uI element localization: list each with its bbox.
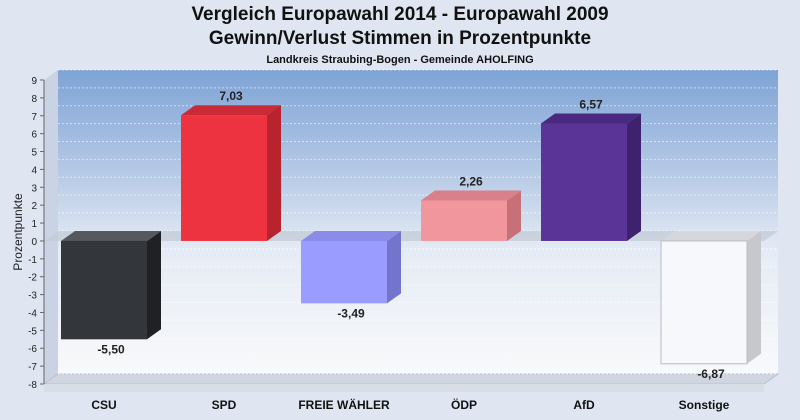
bar-side: [627, 113, 641, 241]
y-tick-label: 0: [31, 237, 37, 248]
y-tick-label: 6: [31, 130, 37, 141]
chart-caption: Landkreis Straubing-Bogen - Gemeinde AHO…: [266, 54, 534, 66]
bar: [660, 240, 748, 365]
plot-floor: [42, 373, 780, 385]
data-label: 2,26: [459, 175, 483, 189]
y-tick-label: 3: [31, 183, 37, 194]
y-axis-label: Prozentpunkte: [11, 193, 25, 271]
bar-top: [301, 230, 401, 241]
x-tick-label: CSU: [91, 398, 116, 412]
x-tick-label: ÖDP: [451, 397, 477, 412]
bar: [421, 200, 507, 241]
bar-side: [387, 230, 401, 304]
bars: [61, 105, 761, 365]
x-tick-label: AfD: [573, 398, 595, 412]
bar-top: [661, 230, 761, 241]
bar-top: [61, 230, 161, 241]
bar-top: [541, 113, 641, 124]
y-tick-label: -7: [28, 362, 37, 373]
y-tick-label: 7: [31, 112, 37, 123]
plot-side-wall: [44, 70, 58, 384]
bar-top: [181, 105, 281, 116]
chart-title: Vergleich Europawahl 2014 - Europawahl 2…: [191, 4, 609, 25]
y-tick-label: -4: [28, 308, 37, 319]
y-tick-label: -8: [28, 380, 37, 391]
chart-subtitle: Gewinn/Verlust Stimmen in Prozentpunkte: [208, 28, 592, 49]
bar: [301, 240, 387, 304]
y-tick-label: -5: [28, 326, 37, 337]
y-tick-label: -3: [28, 291, 37, 302]
data-label: -6,87: [697, 367, 725, 381]
y-tick-label: 9: [31, 76, 37, 87]
y-tick-label: -6: [28, 344, 37, 355]
y-tick-label: 1: [31, 219, 37, 230]
bar-top: [421, 190, 521, 201]
x-axis: CSU SPD FREIE WÄHLER ÖDP AfD Sonstige: [91, 397, 729, 412]
plot-area: [42, 69, 780, 392]
data-label: -3,49: [337, 306, 365, 320]
plot-background: [58, 70, 778, 374]
data-label: 6,57: [579, 97, 603, 111]
data-label: -5,50: [97, 342, 125, 356]
y-tick-label: -1: [28, 255, 37, 266]
x-tick-label: FREIE WÄHLER: [298, 397, 390, 412]
y-tick-label: -2: [28, 273, 37, 284]
x-tick-label: SPD: [212, 398, 237, 412]
bar-side: [507, 190, 521, 241]
bar-side: [147, 230, 161, 340]
bar: [61, 240, 147, 340]
plot-floor-edge: [44, 384, 764, 392]
bar-side: [747, 230, 761, 364]
y-tick-label: 4: [31, 165, 37, 176]
y-tick-label: 8: [31, 94, 37, 105]
data-labels: -5,50 7,03 -3,49 2,26 6,57 -6,87: [97, 89, 725, 381]
y-tick-label: 2: [31, 201, 37, 212]
data-label: 7,03: [219, 89, 243, 103]
bar-side: [267, 105, 281, 241]
y-tick-label: 5: [31, 148, 37, 159]
y-axis: 9 8 7 6 5 4 3 2 1 0 -1 -2 -3 -4 -5 -6 -7 -8: [28, 76, 45, 391]
bar: [541, 123, 627, 241]
bar: [181, 115, 267, 241]
x-tick-label: Sonstige: [679, 398, 730, 412]
